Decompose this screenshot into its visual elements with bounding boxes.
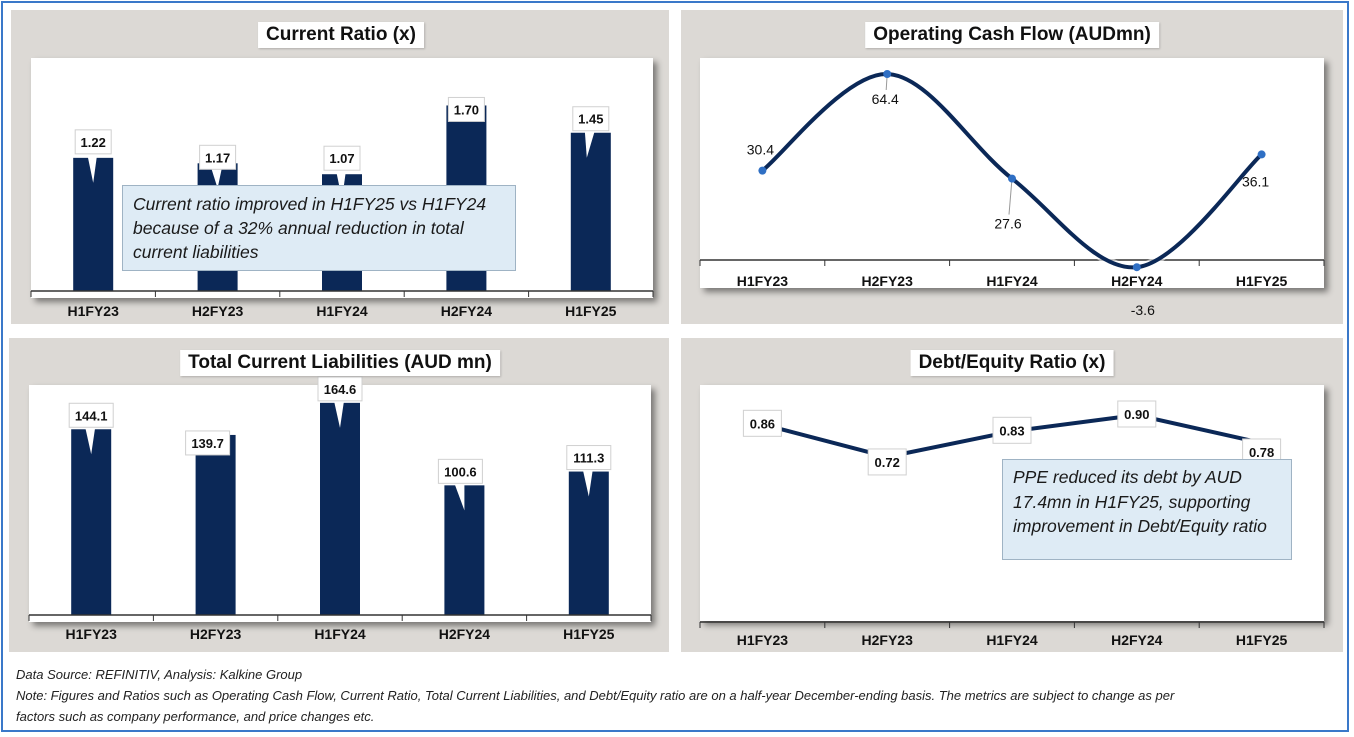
x-tick-label: H1FY24 bbox=[986, 273, 1038, 289]
data-label: 36.1 bbox=[1242, 173, 1269, 189]
x-tick-label: H2FY23 bbox=[190, 626, 242, 642]
data-source-text: Data Source: REFINITIV, Analysis: Kalkin… bbox=[16, 667, 303, 682]
x-tick-label: H2FY24 bbox=[1111, 632, 1163, 648]
data-label: -3.6 bbox=[1131, 302, 1155, 318]
data-label-box bbox=[199, 144, 237, 170]
data-label: 64.4 bbox=[872, 91, 899, 107]
note-text-line-2: factors such as company performance, and… bbox=[16, 709, 375, 724]
data-point bbox=[1008, 174, 1016, 183]
data-label: 1.70 bbox=[454, 102, 479, 117]
data-point bbox=[883, 70, 892, 78]
current-ratio-panel: H1FY23 H2FY23 H1FY24 H2FY24 H1FY25 1.22 1.17 1.… bbox=[11, 10, 669, 324]
data-label-pointer bbox=[336, 170, 346, 200]
data-point bbox=[758, 166, 767, 175]
data-label-box bbox=[437, 458, 483, 484]
x-tick-label: H1FY24 bbox=[986, 632, 1038, 648]
x-tick-label: H2FY24 bbox=[439, 626, 491, 642]
current-ratio-title: Current Ratio (x) bbox=[258, 22, 424, 48]
data-label-box bbox=[447, 96, 485, 122]
data-label: 1.07 bbox=[329, 151, 354, 166]
data-label-box bbox=[185, 430, 231, 456]
data-label-pointer bbox=[211, 169, 222, 189]
data-label: 27.6 bbox=[994, 216, 1021, 232]
data-label: 0.72 bbox=[875, 455, 900, 470]
data-label: 0.83 bbox=[999, 423, 1024, 438]
line-series bbox=[760, 71, 1264, 270]
x-tick-label: H1FY23 bbox=[737, 632, 789, 648]
data-label-box bbox=[74, 129, 112, 155]
operating-cash-flow-title: Operating Cash Flow (AUDmn) bbox=[865, 22, 1159, 48]
data-label-pointer bbox=[85, 427, 96, 455]
data-label: 1.45 bbox=[578, 112, 603, 127]
data-label-box bbox=[317, 376, 363, 402]
data-point bbox=[1257, 150, 1266, 159]
x-tick-label: H1FY25 bbox=[565, 303, 617, 319]
data-label: 0.86 bbox=[750, 416, 775, 431]
bar bbox=[320, 402, 360, 615]
data-label-box bbox=[742, 409, 782, 437]
bar bbox=[570, 132, 611, 291]
data-label: 100.6 bbox=[444, 464, 477, 479]
data-point bbox=[1132, 263, 1141, 272]
total-current-liabilities-panel: H1FY23 H2FY23 H1FY24 H2FY24 H1FY25 144.1 139.7… bbox=[9, 338, 669, 652]
data-label-pointer bbox=[87, 153, 98, 183]
note-text-line-1: Note: Figures and Ratios such as Operati… bbox=[16, 688, 1175, 703]
total-current-liabilities-plot-area: H1FY23 H2FY23 H1FY24 H2FY24 H1FY25 144.1 139.7… bbox=[28, 376, 652, 642]
data-label-box bbox=[867, 448, 907, 476]
x-tick-label: H2FY24 bbox=[441, 303, 493, 319]
data-label: 1.22 bbox=[81, 135, 106, 150]
x-tick-label: H1FY25 bbox=[563, 626, 615, 642]
total-current-liabilities-title: Total Current Liabilities (AUD mn) bbox=[180, 350, 500, 376]
data-label-pointer bbox=[584, 130, 595, 158]
x-tick-label: H1FY25 bbox=[1236, 273, 1288, 289]
data-label: 139.7 bbox=[191, 436, 224, 451]
data-label-box bbox=[1117, 400, 1157, 428]
operating-cash-flow-plot-area: H1FY23 H2FY23 H1FY24 H2FY24 H1FY25 30.4 64.4 27… bbox=[699, 58, 1325, 318]
data-label-box bbox=[572, 106, 610, 132]
data-label-box bbox=[992, 416, 1032, 444]
footer: Data Source: REFINITIV, Analysis: Kalkin… bbox=[16, 664, 1174, 727]
data-label-pointer bbox=[454, 483, 465, 511]
bar bbox=[71, 429, 112, 615]
bar bbox=[195, 434, 236, 615]
debt-equity-annotation: PPE reduced its debt by AUD 17.4mn in H1… bbox=[1002, 459, 1292, 560]
current-ratio-annotation: Current ratio improved in H1FY25 vs H1FY… bbox=[122, 185, 516, 271]
data-label: 164.6 bbox=[324, 382, 357, 397]
operating-cash-flow-chart: H1FY23 H2FY23 H1FY24 H2FY24 H1FY25 30.4 64.4 27… bbox=[699, 69, 1325, 318]
x-tick-label: H1FY23 bbox=[737, 273, 789, 289]
debt-equity-chart: H1FY23 H2FY23 H1FY24 H2FY24 H1FY25 0.86 0.72 0.… bbox=[699, 400, 1325, 648]
x-tick-label: H1FY24 bbox=[316, 303, 368, 319]
operating-cash-flow-panel: H1FY23 H2FY23 H1FY24 H2FY24 H1FY25 30.4 64.4 27… bbox=[681, 10, 1343, 324]
x-tick-label: H2FY24 bbox=[1111, 273, 1163, 289]
debt-equity-panel: H1FY23 H2FY23 H1FY24 H2FY24 H1FY25 0.86 0.72 0.… bbox=[681, 338, 1343, 652]
x-tick-label: H2FY23 bbox=[862, 632, 914, 648]
x-tick-label: H2FY23 bbox=[192, 303, 244, 319]
data-label: 30.4 bbox=[747, 142, 774, 158]
leader-line bbox=[1008, 178, 1013, 215]
data-label-pointer bbox=[582, 469, 593, 497]
data-label: 0.78 bbox=[1249, 445, 1274, 460]
x-tick-label: H1FY23 bbox=[68, 303, 120, 319]
data-label-box bbox=[566, 445, 612, 471]
x-tick-label: H1FY23 bbox=[66, 626, 118, 642]
x-tick-label: H1FY24 bbox=[314, 626, 366, 642]
data-label-box bbox=[68, 402, 114, 428]
x-tick-label: H2FY23 bbox=[862, 273, 914, 289]
data-label: 0.90 bbox=[1124, 407, 1149, 422]
total-current-liabilities-chart: H1FY23 H2FY23 H1FY24 H2FY24 H1FY25 144.1 139.7… bbox=[28, 376, 652, 642]
debt-equity-title: Debt/Equity Ratio (x) bbox=[910, 350, 1114, 376]
data-label-pointer bbox=[334, 400, 344, 428]
data-label: 144.1 bbox=[75, 408, 108, 423]
data-label: 1.17 bbox=[205, 150, 230, 165]
x-tick-label: H1FY25 bbox=[1236, 632, 1288, 648]
data-label-box bbox=[323, 145, 361, 171]
data-label: 111.3 bbox=[573, 451, 604, 466]
